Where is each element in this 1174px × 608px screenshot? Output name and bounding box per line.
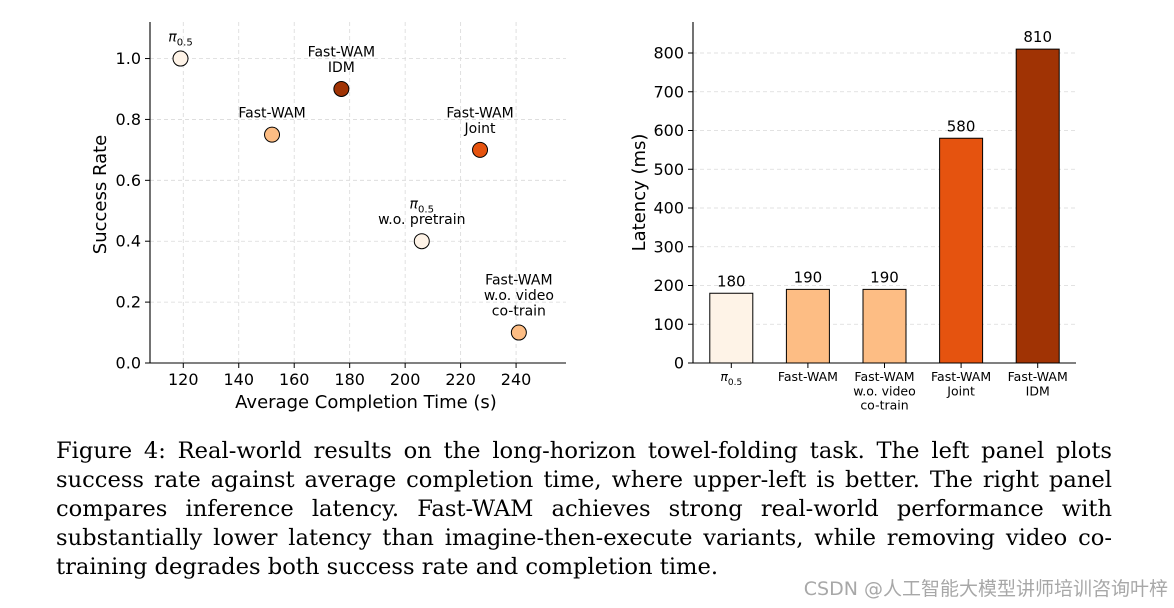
x-axis-title: Average Completion Time (s) [235,392,497,413]
scatter-point [333,80,350,97]
point-label: Fast-WAM [308,44,375,60]
bar-value-label: 580 [947,117,976,135]
y-tick-label: 0 [674,354,684,373]
category-label: Joint [946,383,975,398]
category-label: Fast-WAM [778,369,838,384]
y-tick-label: 0.8 [116,110,141,129]
bar-value-label: 810 [1023,28,1052,46]
point-label: π0.5 [410,197,434,216]
category-label: co-train [860,398,908,413]
y-axis-title: Latency (ms) [629,134,650,252]
y-tick-label: 600 [653,121,684,140]
point-label: co-train [492,304,546,320]
bar [709,292,754,364]
category-label: IDM [1026,383,1050,398]
point-label: Fast-WAM [238,106,305,122]
y-tick-label: 500 [653,160,684,179]
x-tick-label: 220 [445,370,476,389]
category-label: w.o. video [853,383,916,398]
x-tick-label: 140 [223,370,254,389]
x-tick-label: 120 [168,370,199,389]
bar-value-label: 190 [794,268,823,286]
y-tick-label: 300 [653,237,684,256]
figure-panels: 120 140 160 180 200 220 240 0.0 0.2 0.4 0.6 0.8 1.0 A… [90,22,1076,413]
bar [939,137,984,364]
bar [1015,48,1060,364]
scatter-point [172,50,189,67]
x-tick-label: 160 [279,370,310,389]
point-label: IDM [328,60,355,76]
bar [862,288,907,364]
scatter-point [472,141,489,158]
point-label: π0.5 [168,30,192,49]
scatter-point [510,324,527,341]
point-label: Joint [464,121,496,137]
point-label: Fast-WAM [446,105,513,121]
y-tick-label: 100 [653,315,684,334]
bar-panel: 0 100 200 300 400 500 600 700 800 Latency (ms) 180… [629,22,1076,413]
category-label: Fast-WAM [931,369,991,384]
y-tick-label: 0.0 [116,354,141,373]
category-label: Fast-WAM [1008,369,1068,384]
figure-caption: Figure 4: Real-world results on the long… [56,438,1112,580]
point-label: Fast-WAM [485,273,552,289]
scatter-panel: 120 140 160 180 200 220 240 0.0 0.2 0.4 0.6 0.8 1.0 A… [90,22,566,413]
scatter-point [264,126,281,143]
y-axis-title: Success Rate [90,135,111,254]
point-label: w.o. pretrain [378,212,465,228]
category-label: Fast-WAM [854,369,914,384]
x-tick-label: 240 [501,370,532,389]
y-tick-label: 1.0 [116,49,141,68]
x-tick-label: 200 [390,370,421,389]
x-tick-label: 180 [334,370,365,389]
y-tick-label: 0.2 [116,293,141,312]
scatter-point [413,233,430,250]
y-tick-label: 0.6 [116,171,141,190]
y-tick-label: 0.4 [116,232,141,251]
bar-value-label: 190 [870,268,899,286]
y-tick-label: 700 [653,82,684,101]
watermark: CSDN @人工智能大模型讲师培训咨询叶梓 [803,578,1168,600]
category-label: π0.5 [720,369,742,388]
point-label: w.o. video [484,288,554,304]
y-tick-label: 400 [653,199,684,218]
bar-value-label: 180 [717,272,746,290]
y-tick-label: 200 [653,276,684,295]
bar [785,288,830,364]
y-tick-label: 800 [653,44,684,63]
